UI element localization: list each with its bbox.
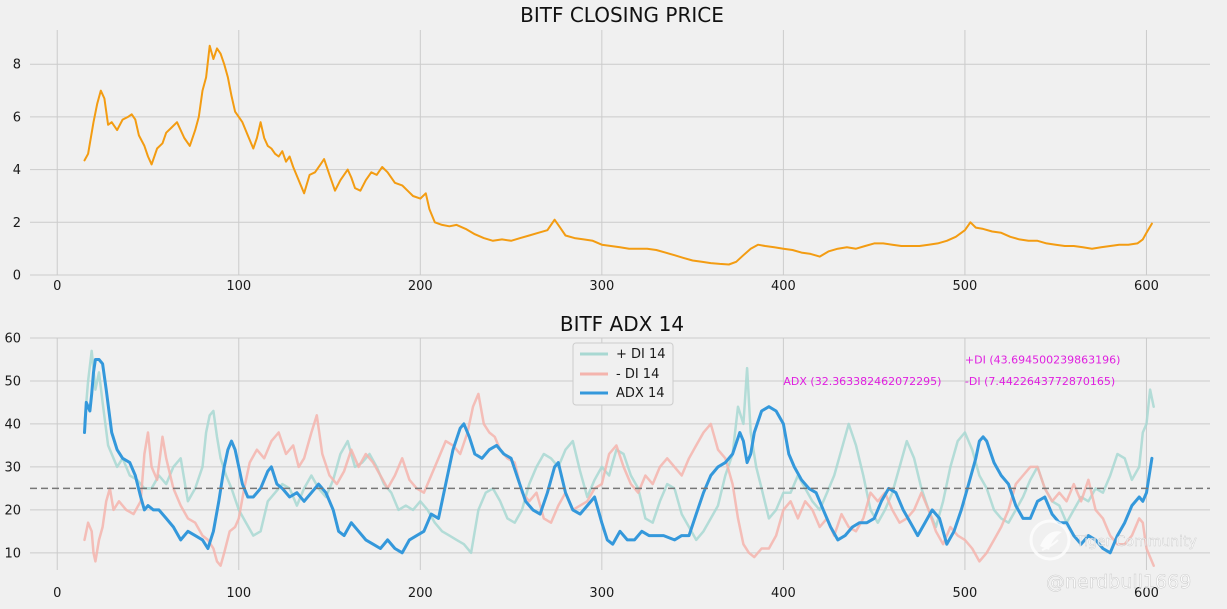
series-line-di-14 <box>83 392 1155 567</box>
x-tick-label: 500 <box>953 279 978 294</box>
y-tick-label: 2 <box>13 216 21 231</box>
series-line-adx-14 <box>83 358 1154 555</box>
x-tick-label: 100 <box>226 586 251 601</box>
legend-box <box>572 342 674 406</box>
x-tick-label: 600 <box>1134 586 1159 601</box>
grid <box>30 30 1210 276</box>
y-tick-label: 8 <box>13 58 21 73</box>
x-tick-label: 300 <box>589 279 614 294</box>
y-tick-label: 30 <box>4 460 21 475</box>
x-tick-label: 600 <box>1134 279 1159 294</box>
chart-title: BITF CLOSING PRICE <box>520 3 724 27</box>
annotation-adx: ADX (32.363382462072295) <box>783 375 941 388</box>
watermark-logo-text: Tiger Community <box>1075 534 1197 550</box>
series-line-close <box>83 44 1153 266</box>
x-tick-label: 0 <box>53 586 61 601</box>
watermark: Tiger Community @nerdbull1669 <box>1029 519 1197 593</box>
tiger-logo-icon <box>1029 519 1071 561</box>
x-tick-label: 0 <box>53 279 61 294</box>
x-tick-label: 500 <box>953 586 978 601</box>
y-tick-label: 4 <box>13 163 21 178</box>
annotation-plus-di: +DI (43.694500239863196) <box>965 353 1120 366</box>
x-tick-label: 300 <box>589 586 614 601</box>
y-tick-label: 40 <box>4 417 21 432</box>
series-group <box>83 44 1153 266</box>
y-tick-label: 6 <box>13 110 21 125</box>
annotation-minus-di: -DI (7.4422643772870165) <box>965 375 1115 388</box>
legend-entry-adx: ADX 14 <box>580 386 664 401</box>
series-line-di-14 <box>83 349 1155 555</box>
legend-entry-minus-di: - DI 14 <box>580 367 659 382</box>
closing-price-chart: 0 100 200 300 400 500 600 0 2 4 6 8 BITF CLOSING PR… <box>13 3 1210 294</box>
series-group <box>83 349 1155 567</box>
legend-label-plus-di: + DI 14 <box>616 347 666 362</box>
legend-label-minus-di: - DI 14 <box>616 367 659 382</box>
tick-labels: 0 100 200 300 400 500 600 0 2 4 6 8 <box>13 58 1159 294</box>
tick-labels: 0 100 200 300 400 500 600 10 20 30 40 50 60 <box>4 332 1158 602</box>
y-tick-label: 10 <box>4 546 21 561</box>
x-tick-label: 400 <box>771 279 796 294</box>
x-tick-label: 200 <box>408 586 433 601</box>
x-tick-label: 100 <box>226 279 251 294</box>
y-tick-label: 60 <box>4 332 21 347</box>
adx-chart: 0 100 200 300 400 500 600 10 20 30 40 50 60 BITF ADX… <box>4 312 1210 601</box>
x-tick-label: 400 <box>771 586 796 601</box>
legend-label-adx: ADX 14 <box>616 386 664 401</box>
watermark-handle: @nerdbull1669 <box>1046 571 1191 593</box>
x-tick-label: 200 <box>408 279 433 294</box>
legend-entry-plus-di: + DI 14 <box>580 347 666 362</box>
chart-title: BITF ADX 14 <box>560 312 684 336</box>
y-tick-label: 50 <box>4 374 21 389</box>
legend: + DI 14 - DI 14 ADX 14 <box>572 342 674 406</box>
y-tick-label: 20 <box>4 503 21 518</box>
y-tick-label: 0 <box>13 269 21 284</box>
grid <box>30 337 1210 570</box>
